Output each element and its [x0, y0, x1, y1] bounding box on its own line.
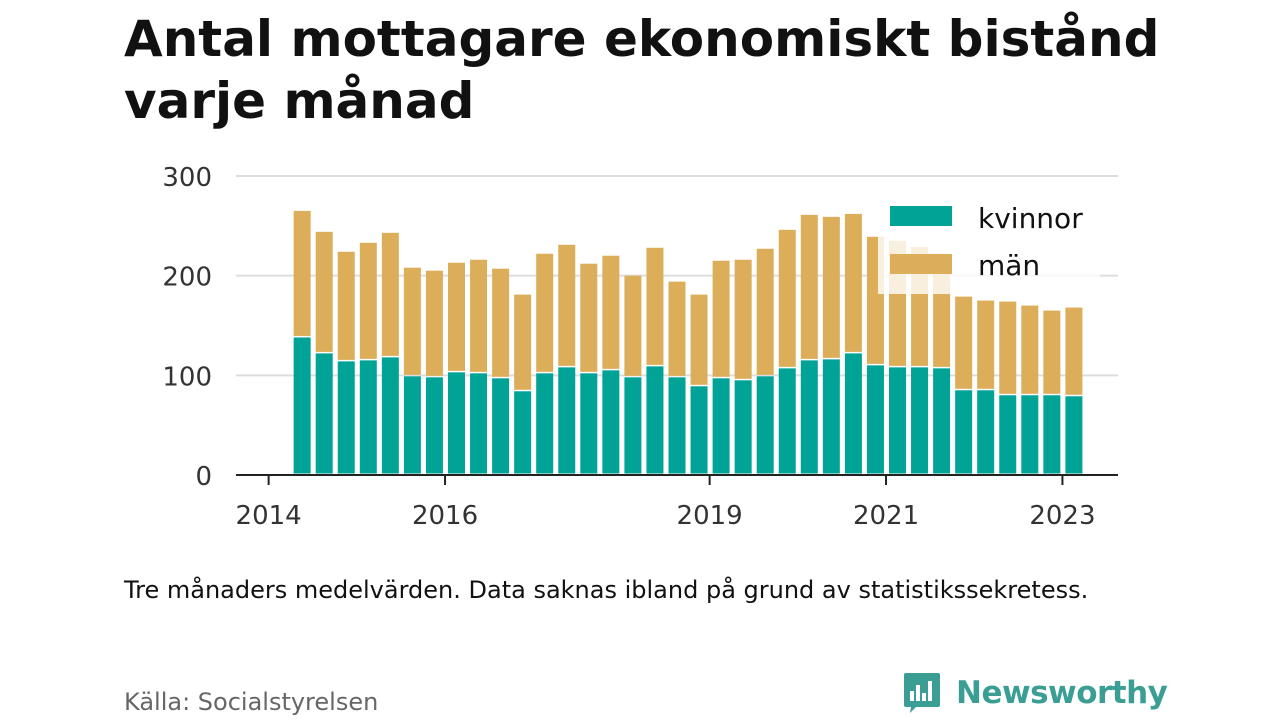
bar-kvinnor: [1043, 395, 1061, 474]
bar-kvinnor: [359, 360, 377, 474]
bar-kvinnor: [580, 373, 598, 474]
x-tick-label: 2021: [853, 501, 919, 531]
bar-kvinnor: [536, 373, 554, 474]
bar-kvinnor: [293, 337, 311, 474]
legend-swatch-kvinnor: [890, 206, 952, 226]
bar-man: [602, 255, 620, 369]
bar-kvinnor: [492, 378, 510, 474]
bar-man: [822, 216, 840, 358]
bar-man: [514, 294, 532, 390]
bar-man: [646, 247, 664, 365]
bar-man: [580, 263, 598, 372]
bar-man: [558, 244, 576, 366]
bar-kvinnor: [470, 373, 488, 474]
bar-kvinnor: [668, 377, 686, 474]
legend-label-man: män: [978, 249, 1040, 282]
legend: kvinnor män: [878, 192, 1100, 294]
bar-kvinnor: [889, 367, 906, 474]
x-tick-label: 2014: [236, 501, 302, 531]
bar-man: [624, 275, 642, 376]
y-tick-label: 200: [162, 263, 212, 293]
brand-name: Newsworthy: [956, 675, 1168, 711]
bar-man: [536, 253, 554, 372]
bar-kvinnor: [822, 359, 840, 474]
bar-kvinnor: [734, 380, 752, 474]
bar-man: [668, 281, 686, 376]
bar-kvinnor: [844, 353, 862, 474]
bar-kvinnor: [933, 368, 951, 474]
x-axis-ticks: 2014 2016 2019 2021 2023: [236, 475, 1096, 531]
bar-man: [844, 213, 862, 352]
bar-man: [293, 210, 311, 336]
bar-kvinnor: [1065, 396, 1083, 474]
brand-logo-link[interactable]: Newsworthy: [902, 670, 1168, 716]
bar-man: [315, 231, 333, 352]
chart-note: Tre månaders medelvärden. Data saknas ib…: [124, 576, 1089, 604]
bar-kvinnor: [1021, 395, 1039, 474]
bar-kvinnor: [624, 377, 642, 474]
bar-man: [734, 259, 752, 379]
source-label: Källa: Socialstyrelsen: [124, 688, 379, 716]
bar-kvinnor: [712, 378, 730, 474]
bar-kvinnor: [646, 366, 664, 474]
bar-kvinnor: [337, 361, 355, 474]
bar-man: [403, 267, 421, 375]
bar-kvinnor: [977, 390, 995, 474]
legend-label-kvinnor: kvinnor: [978, 202, 1083, 235]
x-tick-label: 2016: [412, 501, 478, 531]
bar-kvinnor: [690, 386, 708, 474]
bar-kvinnor: [381, 357, 399, 474]
x-tick-label: 2019: [677, 501, 743, 531]
bar-kvinnor: [800, 360, 818, 474]
y-axis-tick-labels: 0 100 200 300: [162, 163, 212, 492]
y-tick-label: 100: [162, 362, 212, 392]
bar-man: [977, 300, 995, 389]
bar-kvinnor: [999, 395, 1017, 474]
bar-kvinnor: [756, 376, 774, 474]
y-tick-label: 0: [195, 462, 212, 492]
bar-kvinnor: [778, 368, 796, 474]
bars: [293, 210, 1083, 474]
bar-man: [712, 260, 730, 377]
chart-title: Antal mottagare ekonomiskt bistånd varje…: [124, 10, 1160, 130]
bar-kvinnor: [315, 353, 333, 474]
chart: 0 100 200 300 2014 2016 2019 2021 2023 kvinnor …: [162, 163, 1118, 531]
bar-chart-speech-bubble-icon: [904, 673, 940, 713]
bar-man: [381, 232, 399, 356]
y-tick-label: 300: [162, 163, 212, 193]
bar-kvinnor: [955, 390, 973, 474]
bar-kvinnor: [425, 377, 443, 474]
bar-man: [800, 214, 818, 359]
bar-man: [999, 301, 1017, 394]
bar-kvinnor: [602, 370, 620, 474]
bar-man: [1021, 305, 1039, 394]
bar-kvinnor: [911, 367, 929, 474]
bar-man: [492, 268, 510, 377]
bar-kvinnor: [558, 367, 576, 474]
bar-man: [955, 296, 973, 389]
legend-swatch-man: [890, 254, 952, 274]
bar-kvinnor: [514, 391, 532, 474]
bar-man: [756, 248, 774, 375]
bar-man: [359, 242, 377, 359]
bar-man: [470, 259, 488, 372]
bar-man: [448, 262, 465, 371]
bar-man: [425, 270, 443, 376]
bar-kvinnor: [403, 376, 421, 474]
bar-man: [1065, 307, 1083, 395]
bar-man: [1043, 310, 1061, 394]
bar-man: [690, 294, 708, 385]
bar-kvinnor: [448, 372, 465, 474]
x-tick-label: 2023: [1029, 501, 1095, 531]
bar-man: [337, 251, 355, 360]
bar-kvinnor: [866, 365, 884, 474]
bar-man: [778, 229, 796, 367]
